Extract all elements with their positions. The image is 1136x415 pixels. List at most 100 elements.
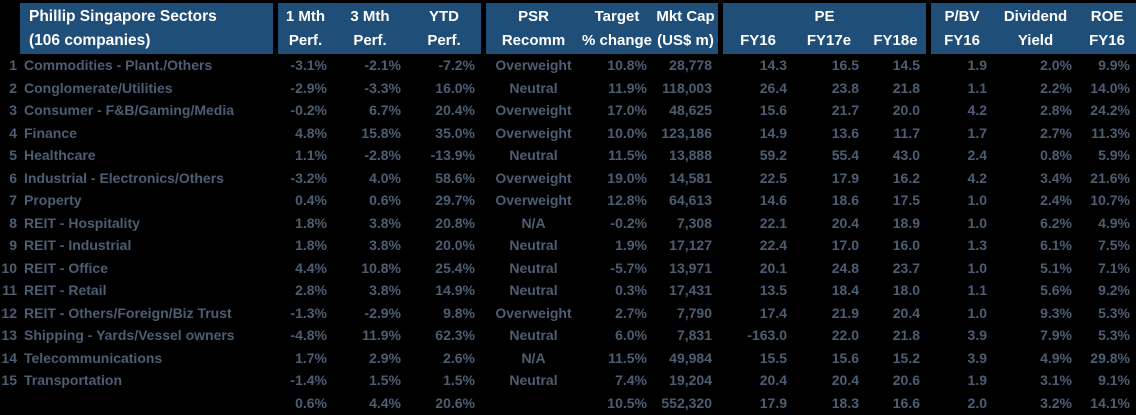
cell-pe-fy18e: 23.7 [892, 259, 920, 276]
cell-psr-recomm: Overweight [495, 169, 572, 186]
cell-dividend-yield: 2.7% [1040, 124, 1072, 141]
cell-dividend-yield: 7.9% [1040, 327, 1072, 343]
cell-dividend-yield: 9.3% [1040, 304, 1072, 321]
table-row: 12 REIT - Others/Foreign/Biz Trust -1.3%… [0, 302, 1136, 325]
cell-pe-fy17e: 23.8 [831, 79, 859, 96]
col-header-pbv: P/BV FY16 [931, 3, 993, 54]
cell-target-change: 11.5% [608, 147, 647, 163]
cell-pe-fy16: 26.4 [759, 79, 787, 96]
table-row: 2 Conglomerate/Utilities -2.9% -3.3% 16.… [0, 77, 1136, 100]
cell-row-number: 1 [9, 57, 17, 73]
cell-roe-fy16: 21.6% [1090, 169, 1130, 186]
cell-psr-recomm: Overweight [495, 57, 572, 73]
col-header-dividend-yield: Dividend Yield [993, 3, 1078, 54]
cell-sector-name [20, 392, 273, 415]
col-group-pe-label: PE [814, 8, 835, 25]
cell-pe-fy17e: 21.7 [831, 102, 859, 118]
cell-pbv-fy16: 1.0 [967, 259, 987, 276]
cell-sector-name: REIT - Industrial [24, 237, 132, 253]
cell-1mth-perf: -2.9% [290, 79, 327, 96]
table-row: 4 Finance 4.8% 15.8% 35.0% Overweight 10… [0, 122, 1136, 145]
cell-pbv-fy16: 1.1 [967, 79, 987, 96]
cell-target-change: 10.8% [607, 57, 647, 73]
cell-row-number: 2 [9, 79, 17, 96]
cell-row-number: 3 [9, 102, 17, 118]
col-header-pbv-line2: FY16 [944, 32, 980, 49]
col-header-pbv-line1: P/BV [944, 8, 980, 25]
cell-pe-fy16: 14.3 [759, 57, 787, 73]
cell-pbv-fy16: 1.0 [967, 192, 987, 208]
cell-row-number [0, 392, 20, 415]
cell-pe-fy16: 22.1 [759, 214, 787, 231]
cell-pe-fy17e: 21.9 [831, 304, 859, 321]
cell-sector-name: Shipping - Yards/Vessel owners [24, 327, 235, 343]
cell-1mth-perf: 0.6% [295, 394, 327, 411]
cell-3mth-perf: 11.9% [362, 327, 401, 343]
cell-1mth-perf: 0.4% [295, 192, 327, 208]
cell-psr-recomm: Overweight [495, 124, 572, 141]
cell-roe-fy16: 11.3% [1091, 124, 1130, 141]
cell-ytd-perf: 1.5% [443, 372, 475, 388]
cell-pbv-fy16: 2.4 [967, 147, 987, 163]
cell-roe-fy16: 5.9% [1098, 147, 1130, 163]
cell-row-number: 6 [9, 169, 17, 186]
cell-1mth-perf: -1.4% [290, 372, 327, 388]
cell-sector-name: Industrial - Electronics/Others [24, 169, 224, 186]
col-header-mktcap: Mkt Cap (US$ m) [653, 3, 718, 54]
cell-1mth-perf: 1.7% [295, 349, 327, 366]
cell-mktcap: 48,625 [669, 102, 712, 118]
cell-3mth-perf: 1.5% [369, 372, 401, 388]
cell-pbv-fy16: 1.3 [967, 237, 987, 253]
cell-roe-fy16: 9.2% [1098, 282, 1130, 298]
cell-row-number: 10 [1, 259, 17, 276]
col-header-dividend-line1: Dividend [1003, 8, 1068, 25]
col-header-3mth-line1: 3 Mth [350, 8, 390, 25]
cell-mktcap: 28,778 [669, 57, 712, 73]
cell-pe-fy17e: 22.0 [831, 327, 859, 343]
cell-ytd-perf: -13.9% [430, 147, 475, 163]
cell-mktcap: 552,320 [661, 394, 712, 411]
col-header-roe: ROE FY16 [1078, 3, 1136, 54]
cell-mktcap: 7,308 [676, 214, 712, 231]
cell-pe-fy16: 20.4 [759, 372, 787, 388]
cell-pe-fy17e: 18.4 [831, 282, 859, 298]
cell-row-number: 13 [1, 327, 17, 343]
cell-dividend-yield: 5.6% [1040, 282, 1072, 298]
cell-mktcap: 17,127 [669, 237, 712, 253]
cell-roe-fy16: 9.1% [1098, 372, 1130, 388]
cell-pe-fy17e: 18.3 [831, 394, 859, 411]
cell-1mth-perf: -0.2% [290, 102, 327, 118]
cell-dividend-yield: 3.4% [1040, 169, 1072, 186]
cell-pe-fy18e: 16.2 [892, 169, 920, 186]
cell-sector-name: REIT - Others/Foreign/Biz Trust [24, 304, 232, 321]
cell-row-number: 15 [1, 372, 17, 388]
cell-3mth-perf: 0.6% [369, 192, 401, 208]
cell-psr-recomm: Neutral [509, 259, 558, 276]
cell-target-change: 17.0% [607, 102, 647, 118]
cell-pe-fy18e: 16.6 [892, 394, 920, 411]
cell-row-number: 4 [9, 124, 17, 141]
cell-dividend-yield: 6.1% [1040, 237, 1072, 253]
table-row: 14 Telecommunications 1.7% 2.9% 2.6% N/A… [0, 347, 1136, 370]
cell-3mth-perf: 4.0% [369, 169, 401, 186]
cell-dividend-yield: 0.8% [1040, 147, 1072, 163]
cell-3mth-perf: -2.8% [364, 147, 401, 163]
cell-pe-fy16: -163.0 [747, 327, 787, 343]
cell-row-number: 5 [9, 147, 17, 163]
cell-3mth-perf: 4.4% [369, 394, 401, 411]
cell-mktcap: 14,581 [669, 169, 712, 186]
col-header-target-change: Target % change [581, 3, 653, 54]
table-title-line2: (106 companies) [29, 32, 151, 49]
col-header-target-line2: % change [581, 32, 653, 49]
cell-target-change: 19.0% [607, 169, 647, 186]
table-header-row: Phillip Singapore Sectors (106 companies… [0, 3, 1136, 54]
cell-sector-name: Consumer - F&B/Gaming/Media [24, 102, 235, 118]
table-title: Phillip Singapore Sectors (106 companies… [20, 3, 273, 54]
cell-ytd-perf: 20.6% [435, 394, 475, 411]
cell-sector-name: Commodities - Plant./Others [24, 57, 213, 73]
table-row: 9 REIT - Industrial 1.8% 3.8% 20.0% Neut… [0, 234, 1136, 257]
cell-1mth-perf: 4.8% [295, 124, 327, 141]
table-row: 1 Commodities - Plant./Others -3.1% -2.1… [0, 54, 1136, 77]
cell-target-change: -5.7% [610, 259, 647, 276]
cell-1mth-perf: -4.8% [290, 327, 327, 343]
